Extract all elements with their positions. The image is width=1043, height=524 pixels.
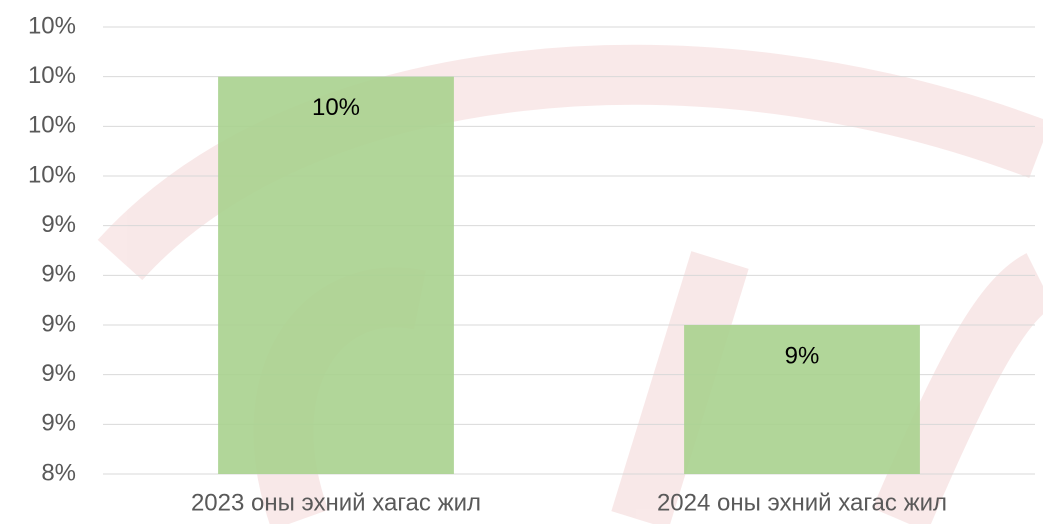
y-tick-label: 9% — [41, 360, 76, 387]
bar — [684, 325, 920, 474]
data-label: 9% — [785, 342, 820, 369]
y-tick-label: 10% — [28, 62, 76, 89]
x-tick-label: 2024 оны эхний хагас жил — [657, 489, 947, 516]
y-tick-label: 10% — [28, 161, 76, 188]
y-tick-label: 9% — [41, 211, 76, 238]
y-tick-label: 10% — [28, 112, 76, 139]
bar — [218, 76, 454, 475]
y-tick-label: 8% — [41, 459, 76, 486]
x-tick-label: 2023 оны эхний хагас жил — [191, 489, 481, 516]
y-tick-label: 9% — [41, 261, 76, 288]
y-tick-label: 9% — [41, 310, 76, 337]
y-tick-label: 9% — [41, 410, 76, 437]
data-label: 10% — [312, 94, 360, 121]
y-tick-label: 10% — [28, 12, 76, 39]
